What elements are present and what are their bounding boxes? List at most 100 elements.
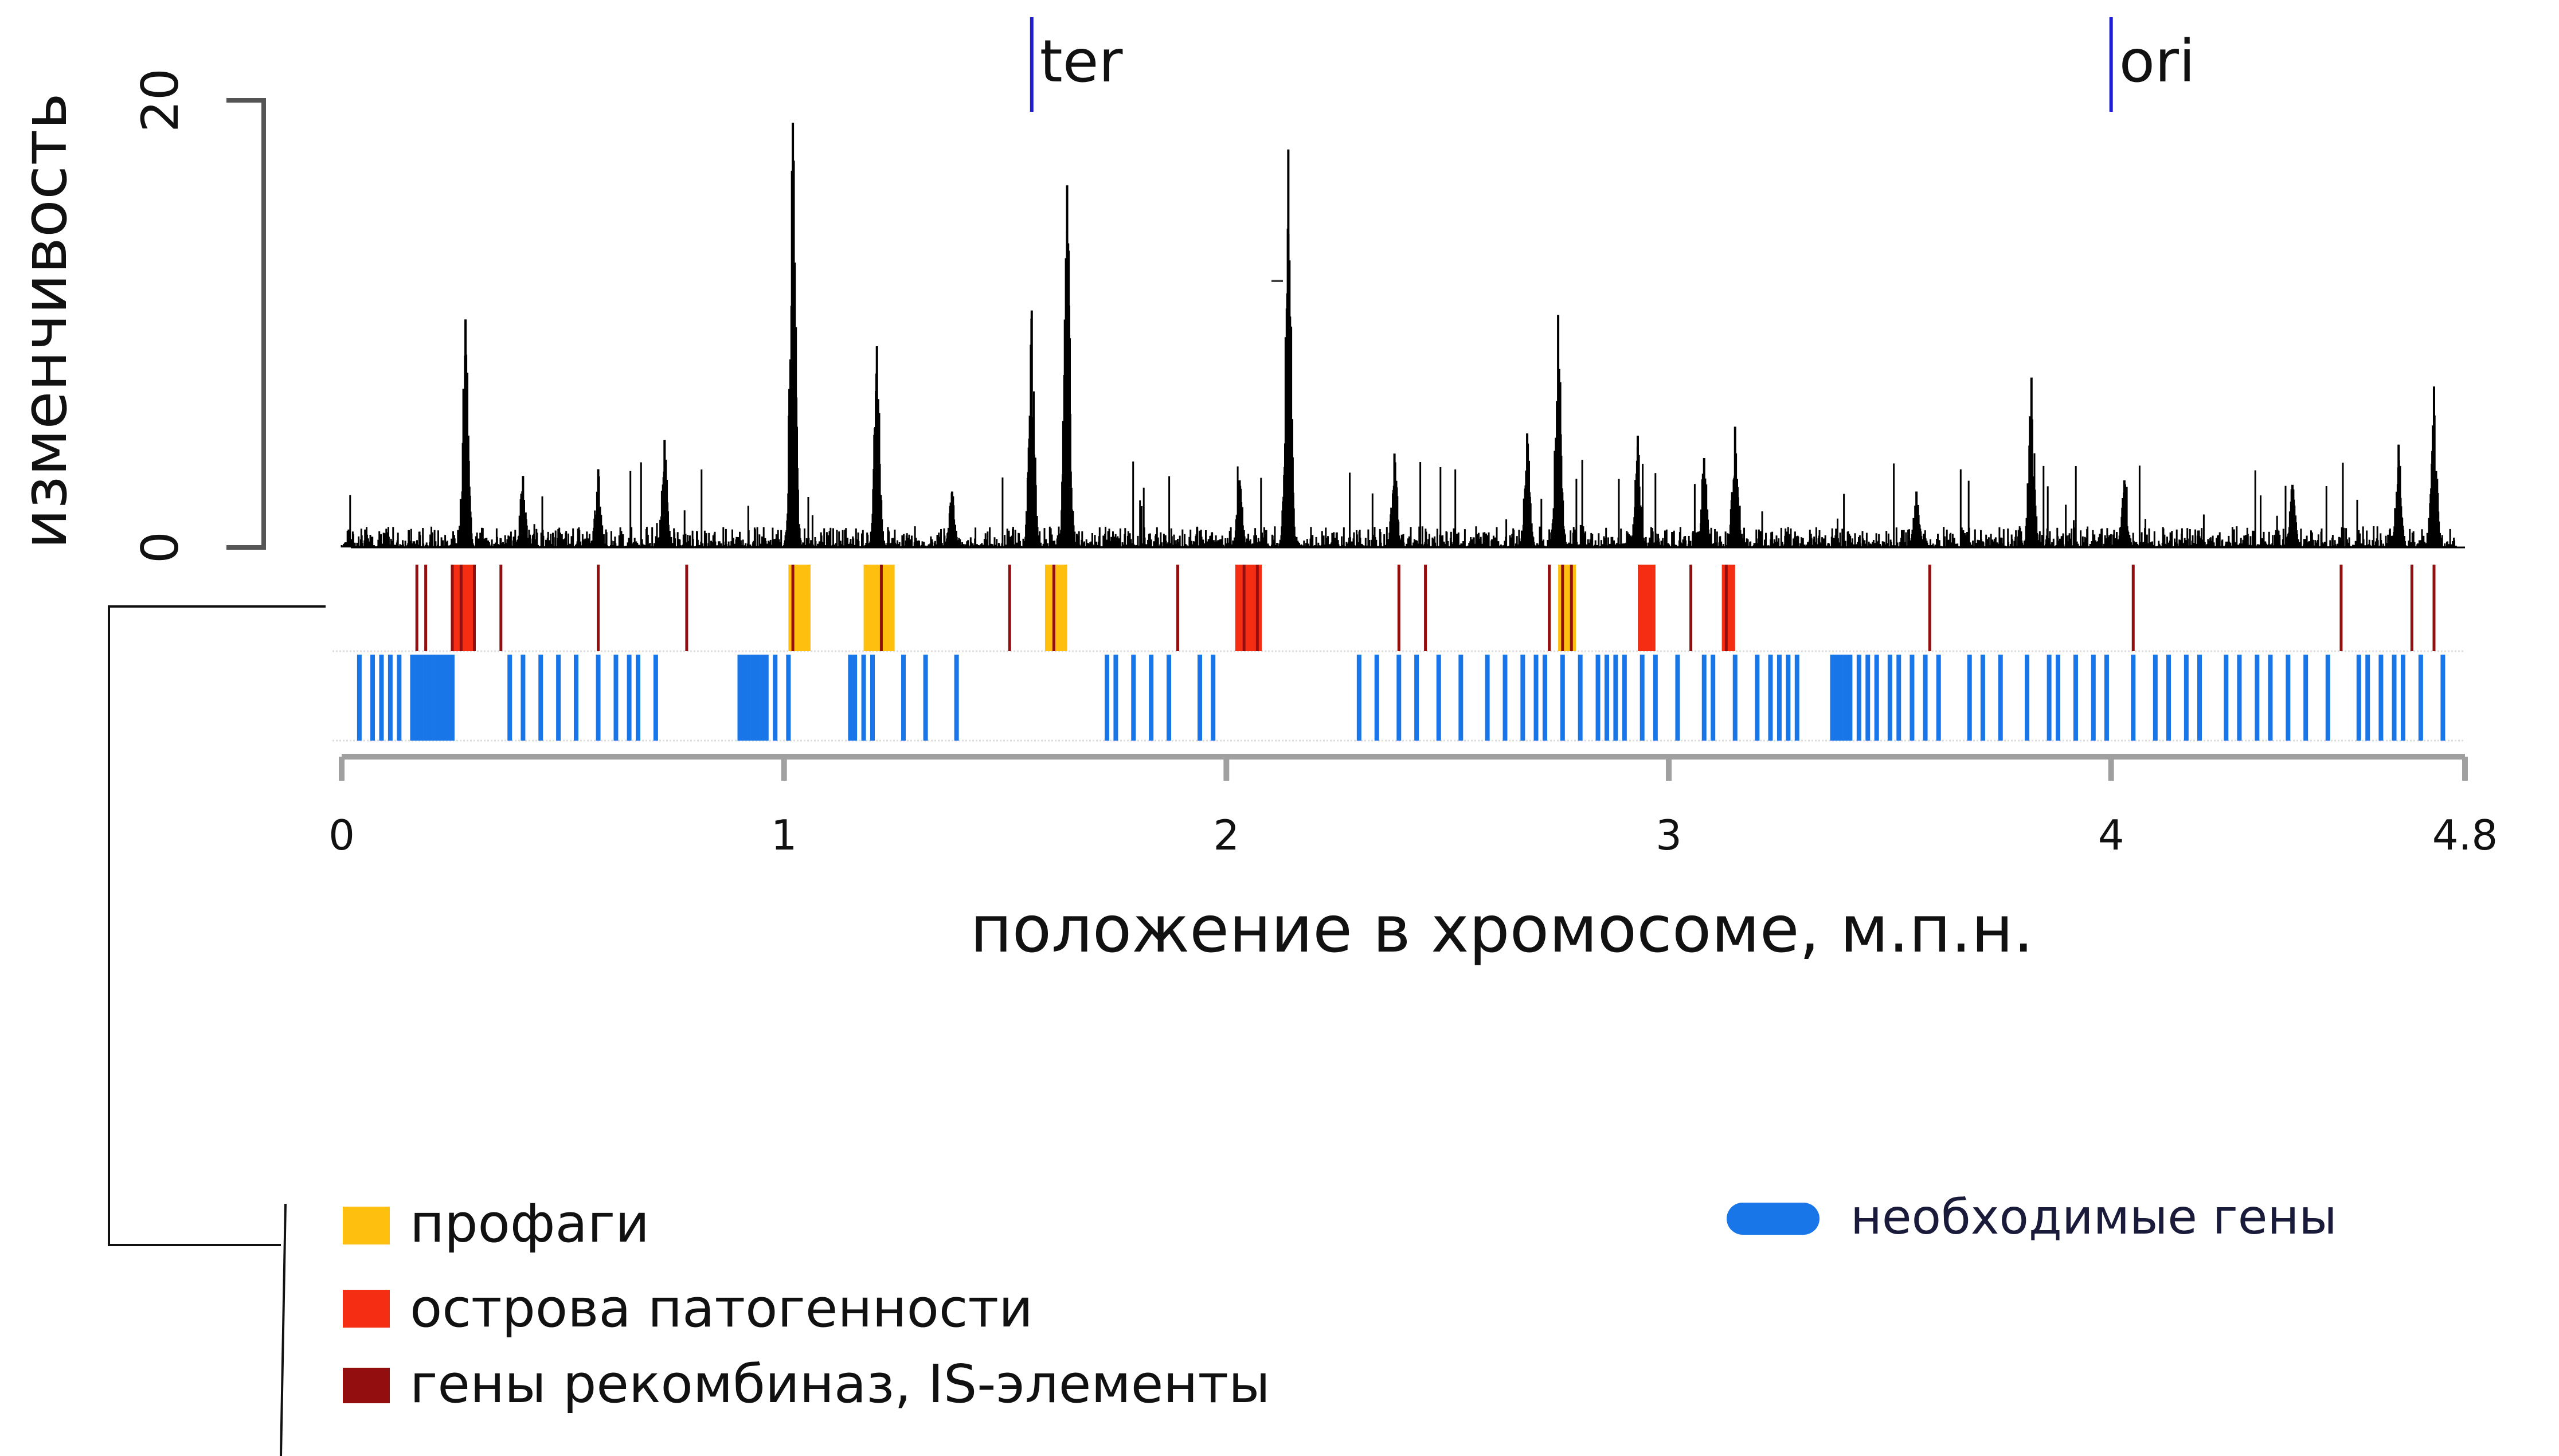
essential-gene-mark xyxy=(1560,655,1565,741)
essential-gene-mark xyxy=(861,655,866,741)
essential-gene-mark xyxy=(1578,655,1583,741)
essential-gene-mark xyxy=(538,655,543,741)
essential-gene-mark xyxy=(1622,655,1627,741)
essential-gene-mark xyxy=(1896,655,1901,741)
recombinase-gene-mark xyxy=(2432,565,2436,651)
essential-gene-mark xyxy=(410,655,415,741)
recombinase-gene-mark xyxy=(451,565,454,651)
essential-gene-mark xyxy=(1613,655,1618,741)
recombinase-gene-mark xyxy=(1255,565,1259,651)
essential-gene-mark xyxy=(848,655,853,741)
recombinase-gene-mark xyxy=(424,565,428,651)
variability-signal xyxy=(341,123,2457,547)
feature-track-mobile xyxy=(332,565,2465,652)
x-tick-label: 0 xyxy=(328,811,355,859)
recombinase-gene-mark xyxy=(791,565,795,651)
legend-swatch-pathogenicity-islands xyxy=(343,1290,390,1328)
essential-gene-mark xyxy=(436,655,441,741)
legend-label-essential-genes: необходимые гены xyxy=(1850,1189,2337,1245)
essential-gene-mark xyxy=(1701,655,1707,741)
legend-item-essential-genes: необходимые гены xyxy=(1727,1189,2337,1245)
legend-item-recombinase-genes: гены рекомбиназ, IS-элементы xyxy=(343,1353,1270,1415)
essential-gene-mark xyxy=(1874,655,1879,741)
pathogenicity-island-regions xyxy=(452,565,1735,651)
recombinase-gene-mark xyxy=(1928,565,1931,651)
essential-gene-mark xyxy=(1777,655,1782,741)
essential-gene-mark xyxy=(1520,655,1525,741)
essential-gene-mark xyxy=(1414,655,1419,741)
recombinase-gene-mark xyxy=(1242,565,1246,651)
essential-gene-mark xyxy=(357,655,362,741)
x-axis-label: положение в хромосоме, м.п.н. xyxy=(970,893,2033,967)
essential-gene-mark xyxy=(1843,655,1848,741)
legend-item-prophages: профаги xyxy=(343,1193,649,1254)
essential-gene-mark xyxy=(773,655,778,741)
legend-swatch-prophages xyxy=(343,1207,390,1244)
essential-gene-mark xyxy=(2104,655,2109,741)
recombinase-gene-mark xyxy=(1176,565,1179,651)
y-tick-label: 0 xyxy=(131,531,190,563)
essential-gene-mark xyxy=(764,655,769,741)
essential-gene-mark xyxy=(1653,655,1658,741)
recombinase-gene-mark xyxy=(2410,565,2413,651)
essential-gene-mark xyxy=(2025,655,2030,741)
essential-gene-mark xyxy=(760,655,765,741)
essential-gene-mark xyxy=(2378,655,2384,741)
essential-gene-mark xyxy=(2365,655,2370,741)
essential-gene-mark xyxy=(1356,655,1361,741)
essential-gene-mark xyxy=(852,655,858,741)
recombinase-gene-mark xyxy=(2339,565,2343,651)
essential-gene-mark xyxy=(445,655,451,741)
essential-gene-mark xyxy=(1923,655,1928,741)
essential-gene-mark xyxy=(1198,655,1203,741)
essential-gene-mark xyxy=(1980,655,1985,741)
recombinase-gene-mark xyxy=(1689,565,1693,651)
x-tick-label: 3 xyxy=(1656,811,1682,859)
essential-gene-marks xyxy=(357,655,2445,741)
y-axis-label: изменчивость xyxy=(9,93,81,549)
essential-gene-mark xyxy=(2392,655,2397,741)
legend-label-recombinase-genes: гены рекомбиназ, IS-элементы xyxy=(410,1353,1270,1415)
essential-gene-mark xyxy=(2073,655,2078,741)
essential-gene-mark xyxy=(1436,655,1441,741)
essential-gene-mark xyxy=(432,655,437,741)
essential-gene-mark xyxy=(1794,655,1799,741)
prophage-region xyxy=(863,565,895,651)
essential-gene-mark xyxy=(2268,655,2273,741)
recombinase-gene-mark xyxy=(1724,565,1728,651)
essential-gene-mark xyxy=(1113,655,1118,741)
legend-label-prophages: профаги xyxy=(410,1193,649,1254)
legend-swatch-essential-genes xyxy=(1727,1203,1820,1235)
recombinase-gene-mark xyxy=(1397,565,1400,651)
essential-gene-mark xyxy=(1936,655,1941,741)
y-axis-line xyxy=(226,98,266,550)
x-tick-label: 4.8 xyxy=(2432,811,2498,859)
recombinase-gene-mark xyxy=(2131,565,2135,651)
pathogenicity-island-region xyxy=(1721,565,1735,651)
essential-gene-mark xyxy=(755,655,760,741)
variability-trace xyxy=(341,161,2457,547)
pathogenicity-island-region xyxy=(1637,565,1656,651)
recombinase-gene-mark xyxy=(1561,565,1564,651)
essential-gene-mark xyxy=(1848,655,1853,741)
essential-gene-mark xyxy=(1374,655,1379,741)
essential-gene-mark xyxy=(1834,655,1840,741)
essential-gene-mark xyxy=(653,655,658,741)
essential-gene-mark xyxy=(1998,655,2003,741)
prophage-region xyxy=(1044,565,1067,651)
essential-gene-mark xyxy=(370,655,375,741)
recombinase-gene-mark xyxy=(473,565,476,651)
essential-gene-mark xyxy=(596,655,601,741)
recombinase-gene-mark xyxy=(685,565,688,651)
essential-gene-mark xyxy=(1711,655,1716,741)
essential-gene-mark xyxy=(2356,655,2361,741)
essential-gene-mark xyxy=(901,655,906,741)
essential-gene-mark xyxy=(2184,655,2189,741)
essential-gene-mark xyxy=(573,655,578,741)
essential-gene-mark xyxy=(2056,655,2061,741)
essential-gene-mark xyxy=(2131,655,2136,741)
essential-gene-mark xyxy=(1502,655,1508,741)
essential-gene-mark xyxy=(521,655,526,741)
essential-gene-mark xyxy=(414,655,420,741)
